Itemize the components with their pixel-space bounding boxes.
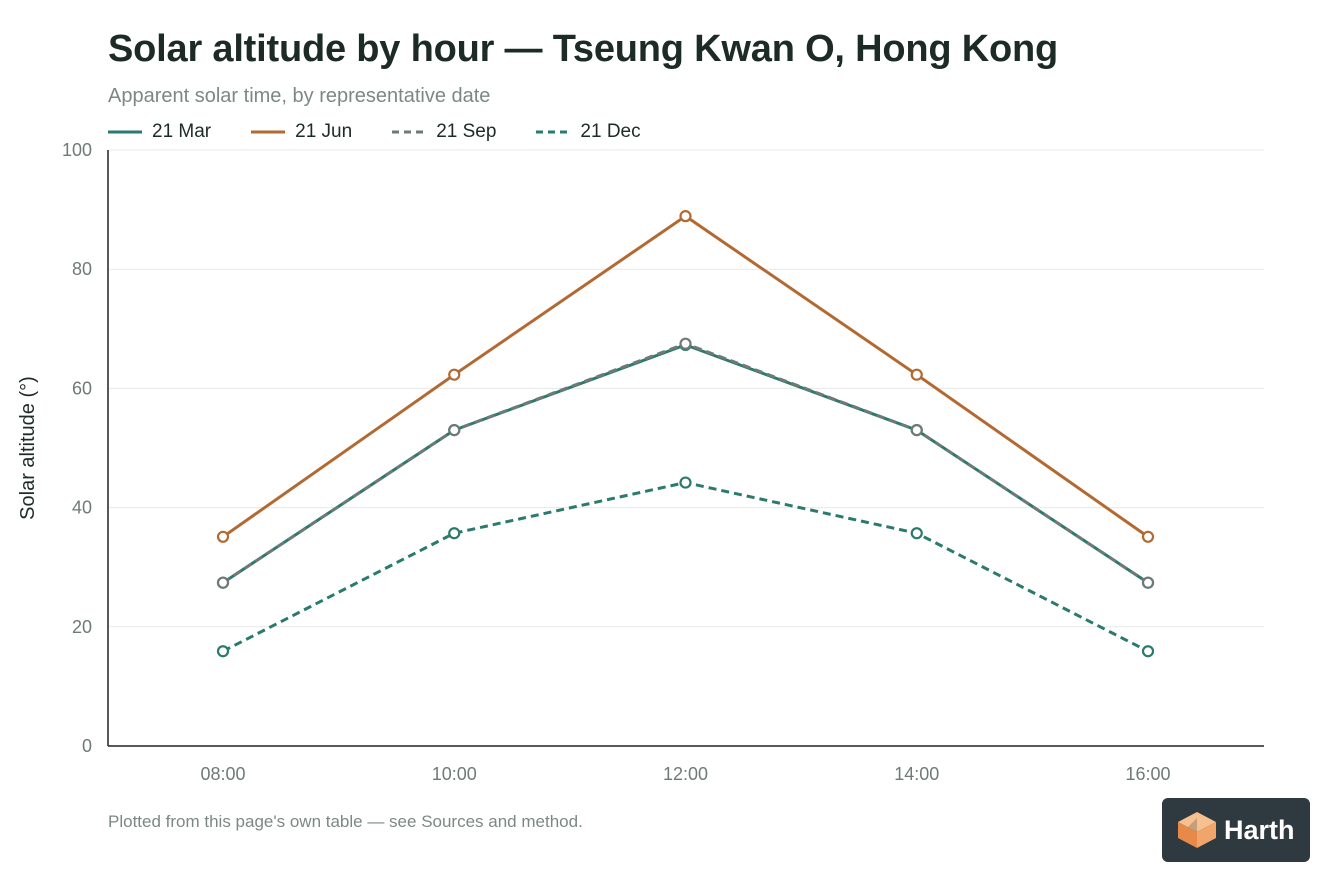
logo-text: Harth bbox=[1224, 814, 1295, 845]
legend-item-21-mar[interactable]: 21 Mar bbox=[108, 121, 211, 143]
y-tick-label: 60 bbox=[72, 378, 92, 398]
line-chart: 0 20 40 60 80 100 08:00 10:00 12:00 14:00 16:00 So… bbox=[17, 140, 1264, 784]
y-tick-label: 80 bbox=[72, 259, 92, 279]
data-point-21-dec[interactable] bbox=[448, 527, 461, 540]
legend-label: 21 Sep bbox=[436, 121, 497, 142]
data-point-21-sep[interactable] bbox=[216, 576, 230, 589]
data-point-21-jun[interactable] bbox=[1141, 530, 1155, 543]
y-tick-label: 100 bbox=[62, 140, 92, 160]
series-line-21-sep[interactable] bbox=[222, 342, 1149, 584]
data-point-21-sep[interactable] bbox=[448, 424, 461, 437]
y-tick-label: 40 bbox=[72, 498, 92, 518]
x-tick-label: 08:00 bbox=[200, 764, 245, 784]
chart-subtitle: Apparent solar time, by representative d… bbox=[108, 85, 491, 107]
y-axis-title: Solar altitude (°) bbox=[17, 376, 39, 520]
x-tick-label: 14:00 bbox=[894, 764, 939, 784]
series-line-21-mar[interactable] bbox=[222, 343, 1149, 584]
legend-swatch-21-mar bbox=[108, 130, 142, 134]
legend-label: 21 Mar bbox=[152, 121, 212, 142]
legend-swatch-21-sep bbox=[392, 130, 427, 134]
x-tick-label: 10:00 bbox=[432, 764, 477, 784]
y-tick-label: 20 bbox=[72, 617, 92, 637]
data-point-21-jun[interactable] bbox=[910, 368, 923, 381]
legend-item-21-dec[interactable]: 21 Dec bbox=[536, 121, 641, 143]
chart-legend: 21 Mar 21 Jun 21 Sep 21 Dec bbox=[108, 120, 681, 144]
legend-item-21-jun[interactable]: 21 Jun bbox=[251, 121, 352, 143]
footnote: Plotted from this page's own table — see… bbox=[108, 812, 583, 831]
cube-logo-icon bbox=[1178, 812, 1216, 848]
data-point-21-dec[interactable] bbox=[910, 527, 923, 540]
harth-logo[interactable]: Harth bbox=[1162, 798, 1310, 862]
series-line-21-jun[interactable] bbox=[222, 214, 1149, 539]
chart-title: Solar altitude by hour — Tseung Kwan O, … bbox=[108, 28, 1059, 70]
data-point-21-sep[interactable] bbox=[910, 424, 923, 437]
legend-label: 21 Jun bbox=[295, 121, 353, 142]
data-point-21-dec[interactable] bbox=[216, 645, 230, 658]
legend-item-21-sep[interactable]: 21 Sep bbox=[392, 121, 496, 143]
data-point-21-sep[interactable] bbox=[1141, 576, 1155, 589]
legend-swatch-21-jun bbox=[251, 130, 286, 134]
data-point-21-jun[interactable] bbox=[448, 368, 461, 381]
data-point-21-jun[interactable] bbox=[216, 530, 230, 543]
data-point-21-sep[interactable] bbox=[679, 337, 692, 350]
data-point-21-dec[interactable] bbox=[1141, 645, 1155, 658]
data-points bbox=[216, 210, 1155, 658]
data-point-21-dec[interactable] bbox=[679, 476, 692, 489]
x-tick-label: 16:00 bbox=[1125, 764, 1170, 784]
gridlines bbox=[108, 149, 1264, 628]
x-tick-label: 12:00 bbox=[663, 764, 708, 784]
data-point-21-jun[interactable] bbox=[679, 210, 692, 223]
legend-swatch-21-dec bbox=[536, 130, 571, 134]
axes: 0 20 40 60 80 100 08:00 10:00 12:00 14:00 16:00 bbox=[62, 140, 1264, 784]
y-tick-label: 0 bbox=[82, 736, 92, 756]
legend-label: 21 Dec bbox=[580, 121, 641, 142]
series-lines bbox=[222, 214, 1149, 653]
